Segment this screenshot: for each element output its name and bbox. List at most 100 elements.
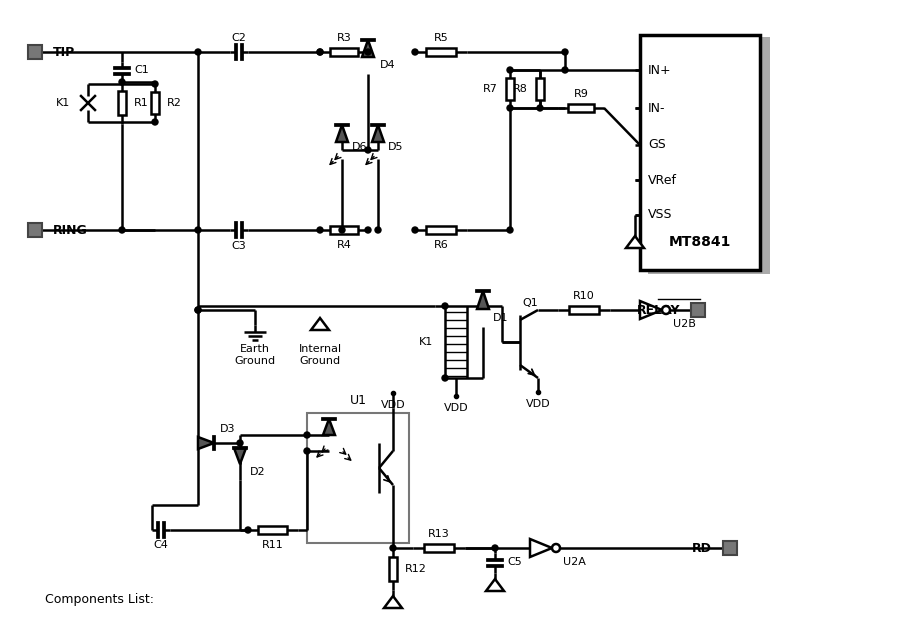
Text: R6: R6 <box>433 240 448 250</box>
Circle shape <box>118 227 125 233</box>
Polygon shape <box>362 40 374 57</box>
Text: C3: C3 <box>231 241 246 251</box>
Text: Earth
Ground: Earth Ground <box>234 344 275 366</box>
Text: D2: D2 <box>250 467 265 477</box>
Text: U2B: U2B <box>671 319 695 329</box>
Polygon shape <box>384 596 402 608</box>
Text: R12: R12 <box>404 564 426 574</box>
Bar <box>567 104 594 112</box>
Circle shape <box>442 303 447 309</box>
Circle shape <box>317 227 322 233</box>
Bar <box>28 45 42 59</box>
Text: D5: D5 <box>387 142 403 152</box>
Circle shape <box>339 227 344 233</box>
Circle shape <box>551 544 559 552</box>
Circle shape <box>507 227 512 233</box>
Circle shape <box>491 545 497 551</box>
Polygon shape <box>486 579 504 591</box>
Polygon shape <box>640 301 661 319</box>
Polygon shape <box>372 125 384 142</box>
Circle shape <box>195 49 200 55</box>
Bar <box>330 226 357 234</box>
Circle shape <box>317 49 322 55</box>
Text: C2: C2 <box>231 33 246 43</box>
Text: R11: R11 <box>261 540 283 550</box>
Text: Internal
Ground: Internal Ground <box>298 344 342 366</box>
Polygon shape <box>476 291 488 309</box>
Text: R13: R13 <box>427 529 449 539</box>
Circle shape <box>303 432 310 438</box>
Polygon shape <box>529 539 551 557</box>
Text: R5: R5 <box>433 33 448 43</box>
Circle shape <box>195 307 200 313</box>
Circle shape <box>364 227 371 233</box>
Text: Components List:: Components List: <box>45 593 154 607</box>
Bar <box>425 226 456 234</box>
Text: U1: U1 <box>349 394 366 407</box>
Text: GS: GS <box>648 139 665 152</box>
Polygon shape <box>311 318 329 330</box>
Text: D1: D1 <box>493 313 508 323</box>
Circle shape <box>442 375 447 381</box>
Text: R2: R2 <box>167 98 181 108</box>
Bar <box>640 35 759 270</box>
Circle shape <box>195 227 200 233</box>
Text: K1: K1 <box>418 337 433 347</box>
Text: D6: D6 <box>352 142 367 152</box>
Circle shape <box>374 227 381 233</box>
Bar <box>425 48 456 56</box>
Circle shape <box>507 67 512 73</box>
Circle shape <box>364 147 371 153</box>
Text: MT8841: MT8841 <box>668 235 731 249</box>
Polygon shape <box>234 448 246 464</box>
Bar <box>258 526 287 534</box>
Text: R1: R1 <box>134 98 148 108</box>
Circle shape <box>412 227 417 233</box>
Text: R10: R10 <box>572 291 594 301</box>
Bar <box>28 223 42 237</box>
Circle shape <box>237 440 242 446</box>
Bar <box>330 48 357 56</box>
Text: R4: R4 <box>336 240 351 250</box>
Polygon shape <box>198 437 214 449</box>
Circle shape <box>537 105 542 111</box>
Text: TIP: TIP <box>53 46 76 59</box>
Circle shape <box>195 307 200 313</box>
Text: U2A: U2A <box>562 557 585 567</box>
Circle shape <box>118 79 125 85</box>
Bar <box>307 413 408 543</box>
Polygon shape <box>335 125 348 142</box>
Bar <box>506 78 514 100</box>
Text: RING: RING <box>53 223 87 236</box>
Text: RD: RD <box>691 542 711 555</box>
Circle shape <box>364 49 371 55</box>
Circle shape <box>303 448 310 454</box>
Circle shape <box>317 49 322 55</box>
Circle shape <box>152 119 158 125</box>
Bar <box>389 557 396 581</box>
Text: IN-: IN- <box>648 102 665 114</box>
Text: R3: R3 <box>336 33 351 43</box>
Text: C5: C5 <box>507 557 521 567</box>
Text: D4: D4 <box>380 60 395 70</box>
Circle shape <box>245 527 251 533</box>
Text: C1: C1 <box>134 65 148 75</box>
Circle shape <box>412 49 417 55</box>
Circle shape <box>390 545 395 551</box>
Text: RELAY: RELAY <box>636 303 680 316</box>
Circle shape <box>507 105 512 111</box>
Bar <box>118 91 126 115</box>
Bar <box>648 37 769 274</box>
Text: Q1: Q1 <box>521 298 537 308</box>
Bar <box>568 306 599 314</box>
Polygon shape <box>625 236 643 248</box>
Circle shape <box>561 49 568 55</box>
Text: K1: K1 <box>56 98 70 108</box>
Text: VDD: VDD <box>525 399 549 409</box>
Text: R9: R9 <box>573 89 588 99</box>
Circle shape <box>661 306 670 314</box>
Text: D3: D3 <box>220 424 235 434</box>
Circle shape <box>561 67 568 73</box>
Circle shape <box>152 81 158 87</box>
Bar <box>151 92 159 114</box>
